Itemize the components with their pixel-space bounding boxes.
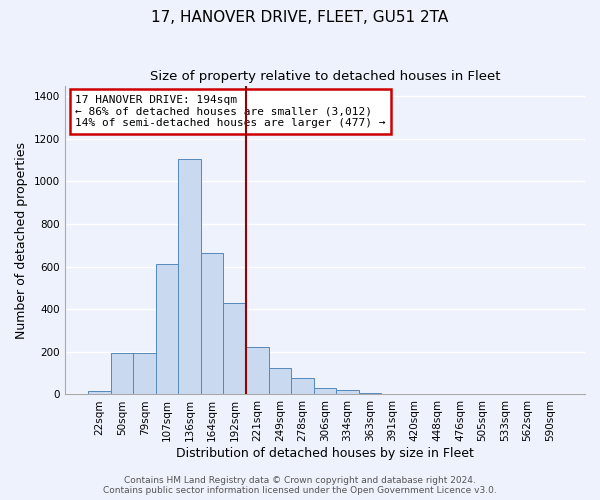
Bar <box>269 368 291 394</box>
Bar <box>314 388 336 394</box>
Bar <box>291 378 314 394</box>
Text: 17, HANOVER DRIVE, FLEET, GU51 2TA: 17, HANOVER DRIVE, FLEET, GU51 2TA <box>151 10 449 25</box>
Y-axis label: Number of detached properties: Number of detached properties <box>15 142 28 338</box>
Bar <box>133 354 156 395</box>
X-axis label: Distribution of detached houses by size in Fleet: Distribution of detached houses by size … <box>176 447 474 460</box>
Bar <box>156 264 178 394</box>
Bar <box>223 303 246 394</box>
Bar <box>201 253 223 394</box>
Bar <box>336 390 359 394</box>
Bar <box>246 347 269 395</box>
Title: Size of property relative to detached houses in Fleet: Size of property relative to detached ho… <box>149 70 500 83</box>
Bar <box>178 159 201 394</box>
Bar <box>111 354 133 395</box>
Text: Contains HM Land Registry data © Crown copyright and database right 2024.
Contai: Contains HM Land Registry data © Crown c… <box>103 476 497 495</box>
Bar <box>88 392 111 394</box>
Text: 17 HANOVER DRIVE: 194sqm
← 86% of detached houses are smaller (3,012)
14% of sem: 17 HANOVER DRIVE: 194sqm ← 86% of detach… <box>75 95 386 128</box>
